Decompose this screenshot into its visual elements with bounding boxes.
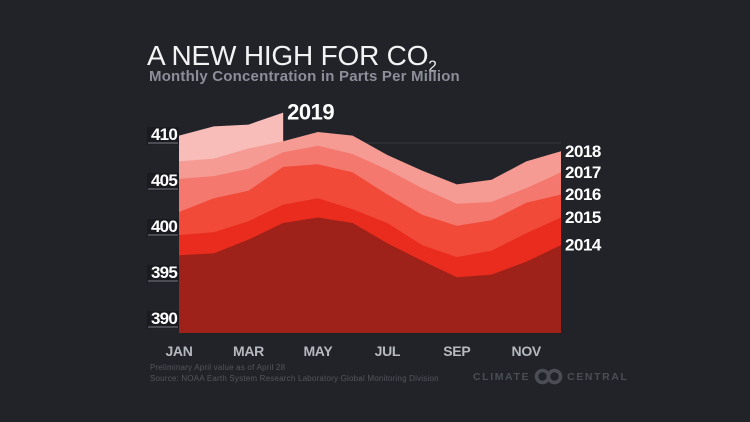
year-callout-2019: 2019 <box>287 100 334 125</box>
year-label-2017: 2017 <box>565 163 601 182</box>
y-tick-label-400: 400 <box>151 217 177 236</box>
x-axis-labels: JAN MAR MAY JUL SEP NOV <box>165 343 542 359</box>
x-tick-label-nov: NOV <box>512 343 542 359</box>
y-label-chip-405 <box>147 173 179 191</box>
year-label-2015: 2015 <box>565 208 601 227</box>
year-areas <box>179 112 561 333</box>
footnote-line-source: Source: NOAA Earth System Research Labor… <box>150 373 439 383</box>
year-label-2018: 2018 <box>565 142 601 161</box>
footnote: Preliminary April value as of April 28 S… <box>150 363 439 384</box>
y-label-chip-390 <box>147 311 179 329</box>
y-label-chip-410 <box>147 127 179 145</box>
year-label-2014: 2014 <box>565 236 602 255</box>
climate-central-rings-icon <box>534 368 563 385</box>
x-tick-label-mar: MAR <box>233 343 264 359</box>
area-2014 <box>179 217 561 333</box>
y-tick-label-390: 390 <box>151 309 177 328</box>
page-subtitle: Monthly Concentration in Parts Per Milli… <box>149 68 460 85</box>
brand-text-climate: CLIMATE <box>473 370 531 383</box>
page-title: A NEW HIGH FOR CO2 <box>147 40 437 77</box>
brand-text-central: CENTRAL <box>567 370 629 383</box>
y-tick-label-410: 410 <box>151 125 177 144</box>
x-tick-label-jul: JUL <box>375 343 401 359</box>
y-label-chip-400 <box>147 219 179 237</box>
y-tick-label-395: 395 <box>151 263 177 282</box>
y-label-chip-395 <box>147 265 179 283</box>
x-tick-label-sep: SEP <box>443 343 470 359</box>
year-label-2016: 2016 <box>565 185 601 204</box>
x-tick-label-jan: JAN <box>165 343 192 359</box>
footnote-line-preliminary: Preliminary April value as of April 28 <box>150 363 286 372</box>
year-labels: 2014 2015 2016 2017 2018 2019 <box>287 100 602 255</box>
climate-central-logo: CLIMATE CENTRAL <box>473 367 628 386</box>
title-text: A NEW HIGH FOR CO <box>147 40 429 71</box>
y-axis-labels: 390 395 400 405 410 <box>147 125 179 329</box>
x-tick-label-may: MAY <box>303 343 333 359</box>
title-subscript: 2 <box>428 58 437 76</box>
y-tick-label-405: 405 <box>151 171 177 190</box>
